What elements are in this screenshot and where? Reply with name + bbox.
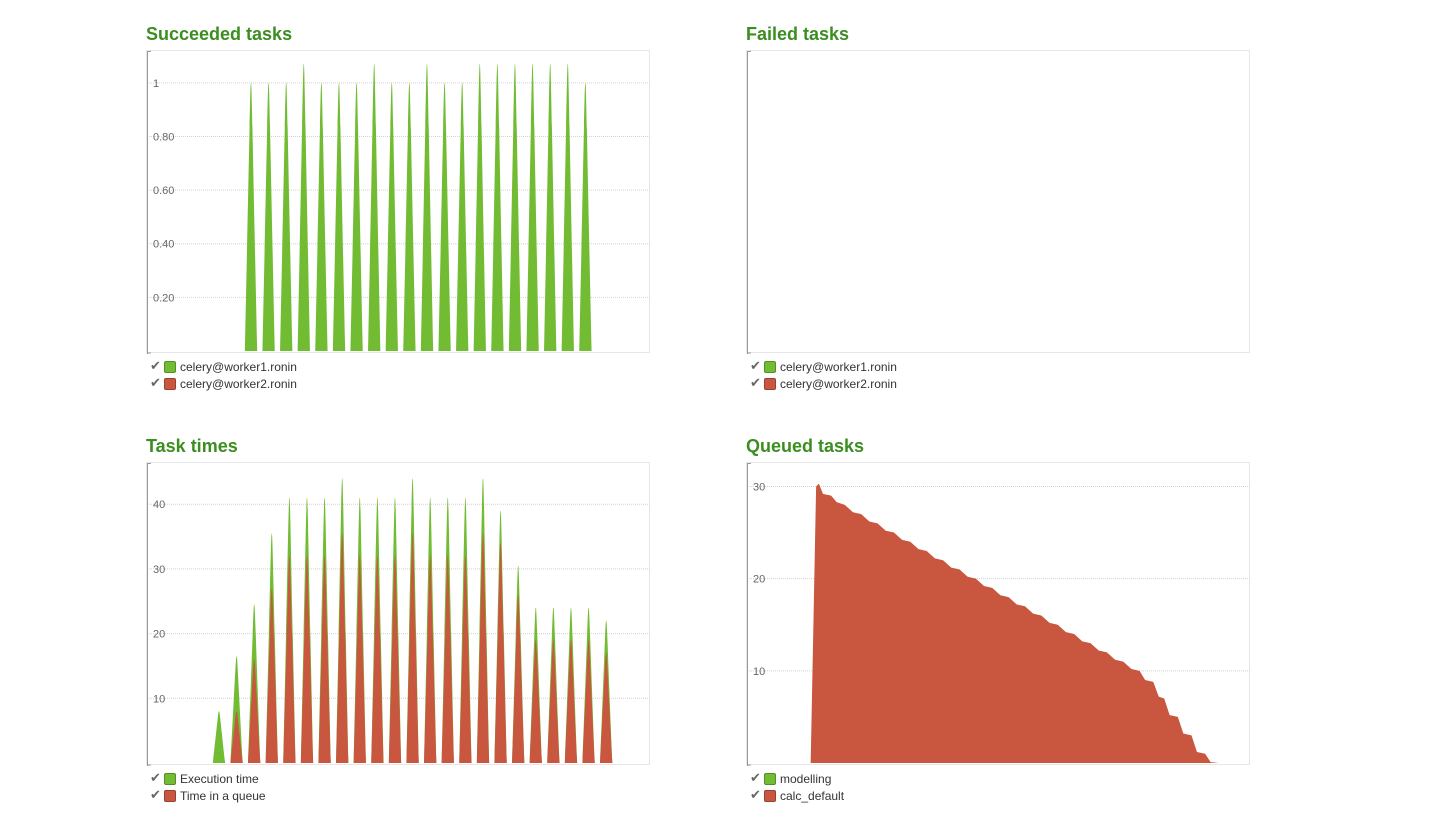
legend-swatch <box>764 772 776 785</box>
chart-title: Queued tasks <box>746 436 865 456</box>
succeeded-tasks-panel: Succeeded tasks 0.20 0.40 0.60 0.80 1 ✔ cele… <box>146 22 651 391</box>
chart-title: Task times <box>146 436 238 456</box>
legend-label: celery@worker2.ronin <box>180 376 297 391</box>
legend-swatch <box>764 789 776 802</box>
chart-title: Succeeded tasks <box>146 24 293 44</box>
chart-svg: 10 20 30 40 <box>147 463 651 766</box>
check-icon[interactable]: ✔ <box>150 771 161 786</box>
failed-tasks-plot <box>746 50 1250 354</box>
check-icon[interactable]: ✔ <box>750 788 761 803</box>
legend-label: modelling <box>780 771 832 786</box>
queued-tasks-plot: 10 20 30 <box>746 462 1251 766</box>
chart-title: Failed tasks <box>746 24 850 44</box>
y-tick-label: 20 <box>753 574 765 586</box>
legend-swatch <box>164 377 176 390</box>
task-times-plot: 10 20 30 40 <box>146 462 651 766</box>
legend: ✔ modelling ✔ calc_default <box>750 770 844 804</box>
y-tick-label: 30 <box>753 481 765 493</box>
y-tick-label: 0.40 <box>153 239 174 251</box>
y-tick-label: 1 <box>153 78 159 90</box>
y-tick-label: 0.20 <box>153 292 174 304</box>
legend-item[interactable]: ✔ celery@worker2.ronin <box>750 375 897 392</box>
series-area <box>207 64 595 351</box>
legend-item[interactable]: ✔ Time in a queue <box>150 787 266 804</box>
y-tick-label: 40 <box>153 499 165 511</box>
legend-item[interactable]: ✔ celery@worker2.ronin <box>150 375 297 392</box>
legend: ✔ Execution time ✔ Time in a queue <box>150 770 266 804</box>
check-icon[interactable]: ✔ <box>150 376 161 391</box>
y-tick-label: 10 <box>753 666 765 678</box>
chart-svg: 10 20 30 <box>747 463 1251 766</box>
legend-item[interactable]: ✔ modelling <box>750 770 844 787</box>
legend-item[interactable]: ✔ celery@worker1.ronin <box>750 358 897 375</box>
queued-tasks-panel: Queued tasks 10 20 30 ✔ modelling ✔ calc_d… <box>746 434 1251 803</box>
check-icon[interactable]: ✔ <box>750 359 761 374</box>
task-times-panel: Task times 10 20 30 40 ✔ Execution time ✔ T… <box>146 434 651 803</box>
y-tick-label: 0.80 <box>153 131 174 143</box>
legend-swatch <box>164 360 176 373</box>
legend-label: Execution time <box>180 771 259 786</box>
failed-tasks-panel: Failed tasks ✔ celery@worker1.ronin ✔ ce… <box>746 22 1250 391</box>
check-icon[interactable]: ✔ <box>750 376 761 391</box>
y-tick-label: 30 <box>153 564 165 576</box>
legend: ✔ celery@worker1.ronin ✔ celery@worker2.… <box>150 358 297 392</box>
series-area <box>782 483 1219 763</box>
legend-label: celery@worker1.ronin <box>780 359 897 374</box>
legend-swatch <box>764 377 776 390</box>
legend-label: calc_default <box>780 788 845 803</box>
y-tick-label: 10 <box>153 693 165 705</box>
legend-item[interactable]: ✔ calc_default <box>750 787 844 804</box>
y-tick-label: 20 <box>153 629 165 641</box>
legend-swatch <box>164 789 176 802</box>
series-area <box>175 533 615 763</box>
legend-label: Time in a queue <box>180 788 266 803</box>
check-icon[interactable]: ✔ <box>750 771 761 786</box>
legend-item[interactable]: ✔ Execution time <box>150 770 266 787</box>
legend-swatch <box>164 772 176 785</box>
check-icon[interactable]: ✔ <box>150 788 161 803</box>
legend: ✔ celery@worker1.ronin ✔ celery@worker2.… <box>750 358 897 392</box>
chart-svg: 0.20 0.40 0.60 0.80 1 <box>147 51 651 354</box>
legend-label: celery@worker2.ronin <box>780 376 897 391</box>
legend-swatch <box>764 360 776 373</box>
legend-label: celery@worker1.ronin <box>180 359 297 374</box>
y-tick-label: 0.60 <box>153 185 174 197</box>
succeeded-tasks-plot: 0.20 0.40 0.60 0.80 1 <box>146 50 651 354</box>
chart-svg <box>747 51 751 354</box>
check-icon[interactable]: ✔ <box>150 359 161 374</box>
legend-item[interactable]: ✔ celery@worker1.ronin <box>150 358 297 375</box>
